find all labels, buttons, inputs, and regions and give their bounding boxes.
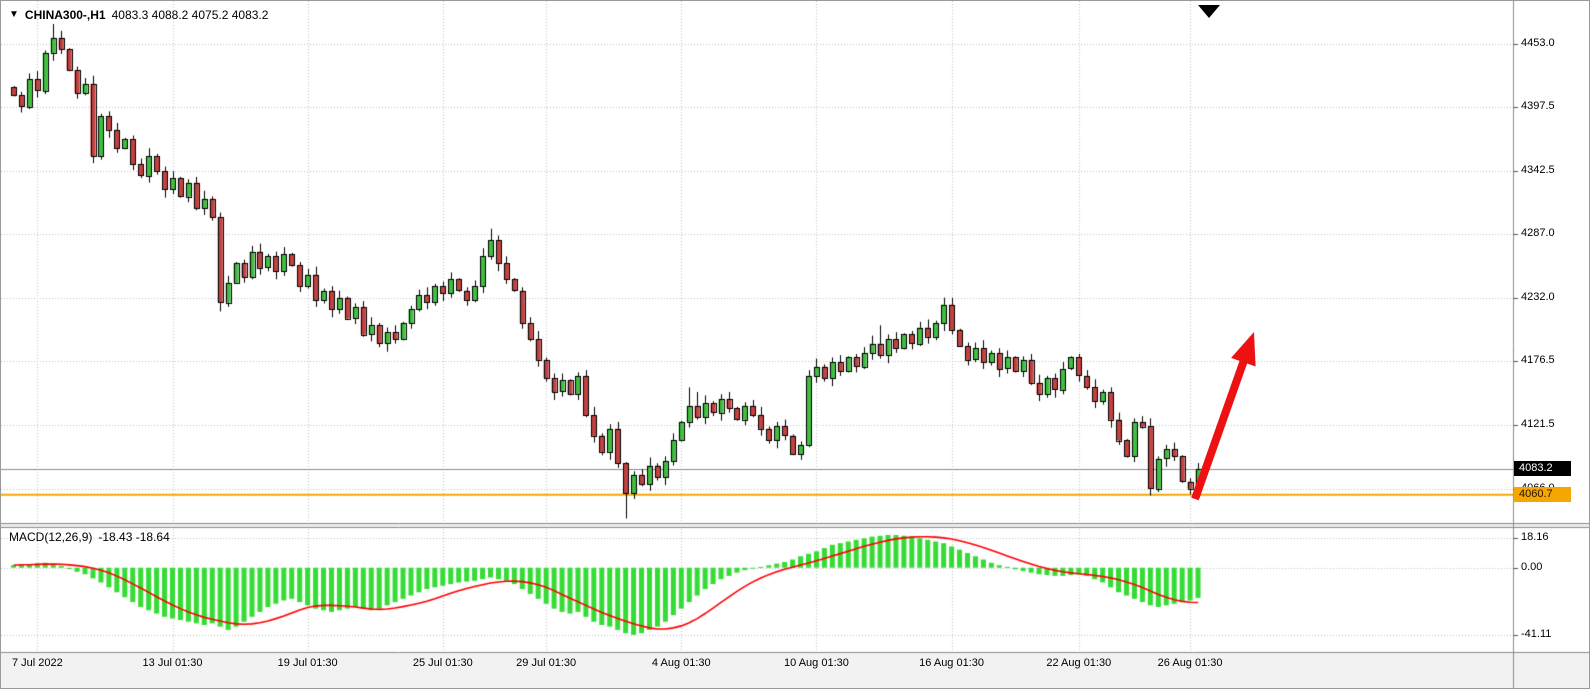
time-axis-label: 13 Jul 01:30	[142, 657, 203, 669]
price-axis-label: 4453.0	[1521, 36, 1555, 49]
price-axis-label: 4287.0	[1521, 227, 1555, 240]
time-axis-label: 4 Aug 01:30	[651, 657, 711, 669]
ohlc-values: 4083.3 4088.2 4075.2 4083.2	[111, 8, 269, 22]
time-axis-label: 26 Aug 01:30	[1157, 657, 1223, 669]
symbol-info: ▼ CHINA300-,H1 4083.3 4088.2 4075.2 4083…	[9, 8, 268, 22]
macd-axis-label: -41.11	[1521, 627, 1552, 640]
macd-indicator-label: MACD(12,26,9) -18.43 -18.64	[9, 530, 170, 544]
support-level-badge: 4060.7	[1514, 487, 1571, 503]
price-axis-label: 4121.5	[1521, 417, 1555, 430]
time-axis-label: 16 Aug 01:30	[919, 657, 985, 669]
price-axis-label: 4232.0	[1521, 290, 1555, 303]
time-axis-label: 10 Aug 01:30	[784, 657, 849, 669]
current-price-badge: 4083.2	[1514, 461, 1571, 477]
time-axis-label: 22 Aug 01:30	[1046, 657, 1112, 669]
macd-axis-label: 0.00	[1521, 560, 1543, 573]
time-axis-label: 7 Jul 2022	[11, 657, 63, 669]
macd-title: MACD(12,26,9)	[9, 530, 93, 544]
time-axis-label: 29 Jul 01:30	[516, 657, 577, 669]
symbol-title: CHINA300-,H1	[24, 8, 106, 22]
macd-values: -18.43 -18.64	[98, 530, 170, 544]
price-axis-label: 4342.5	[1521, 163, 1555, 176]
price-axis-label: 4176.5	[1521, 354, 1555, 367]
chart-dropdown-icon[interactable]: ▼	[9, 9, 19, 20]
price-axis-label: 4397.5	[1521, 100, 1555, 113]
macd-axis-label: 18.16	[1521, 531, 1549, 543]
time-axis-label: 19 Jul 01:30	[277, 657, 338, 669]
chart-shift-marker-icon	[1198, 5, 1220, 18]
time-axis-label: 25 Jul 01:30	[412, 657, 473, 669]
